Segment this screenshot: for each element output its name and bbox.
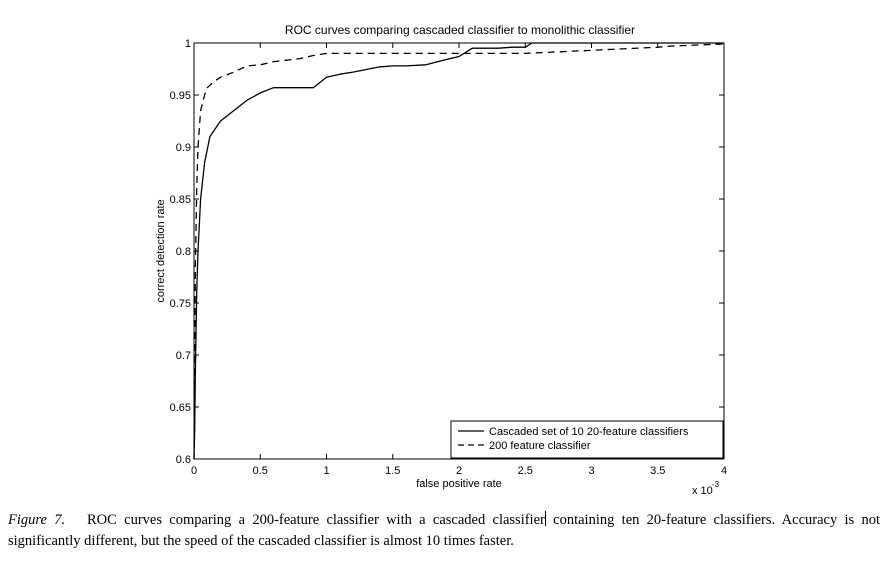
legend-label-200-feature: 200 feature classifier [489,440,591,452]
y-axis-ticks: 0.6 0.65 0.7 0.75 0.8 0.85 0.9 0.95 1 [170,38,724,466]
y-tick-label: 1 [185,38,191,50]
figure-caption: Figure 7. ROC curves comparing a 200-fea… [8,510,880,552]
caption-text-start: ROC curves comparing a 200-feature class… [87,512,545,528]
y-tick-label: 0.75 [170,298,191,310]
y-tick-label: 0.65 [170,402,191,414]
y-tick-label: 0.8 [176,246,191,258]
x-axis-multiplier: x 10 [692,485,713,497]
x-axis-label: false positive rate [416,478,502,490]
caption-text-end: containing ten 20-feature classifiers. A… [8,512,880,549]
x-tick-label: 3.5 [650,465,665,477]
plot-frame [193,42,725,460]
legend-label-cascaded: Cascaded set of 10 20-feature classifier… [489,426,689,438]
y-tick-label: 0.7 [176,350,191,362]
x-axis-multiplier-exponent: -3 [712,480,720,489]
legend: Cascaded set of 10 20-feature classifier… [450,420,724,459]
x-tick-label: 0 [191,465,197,477]
x-tick-label: 1 [323,465,329,477]
y-tick-label: 0.95 [170,90,191,102]
text-cursor [544,511,546,526]
y-tick-label: 0.85 [170,194,191,206]
y-axis-label: correct detection rate [155,199,167,302]
x-tick-label: 2.5 [518,465,533,477]
x-tick-label: 1.5 [385,465,400,477]
x-axis-ticks: 0 0.5 1 1.5 2 2.5 3 3.5 4 [191,43,727,477]
legend-box [450,420,724,459]
series-layer [193,42,725,460]
roc-chart: ROC curves comparing cascaded classifier… [155,23,727,497]
x-tick-label: 2 [456,465,462,477]
y-tick-label: 0.6 [176,454,191,466]
figure-label: Figure 7. [8,512,66,528]
y-tick-label: 0.9 [176,142,191,154]
x-tick-label: 3 [588,465,594,477]
x-tick-label: 4 [721,465,727,477]
series-line-200-feature [193,43,725,460]
chart-title: ROC curves comparing cascaded classifier… [285,23,635,37]
x-tick-label: 0.5 [253,465,268,477]
series-line-cascaded [193,42,724,460]
